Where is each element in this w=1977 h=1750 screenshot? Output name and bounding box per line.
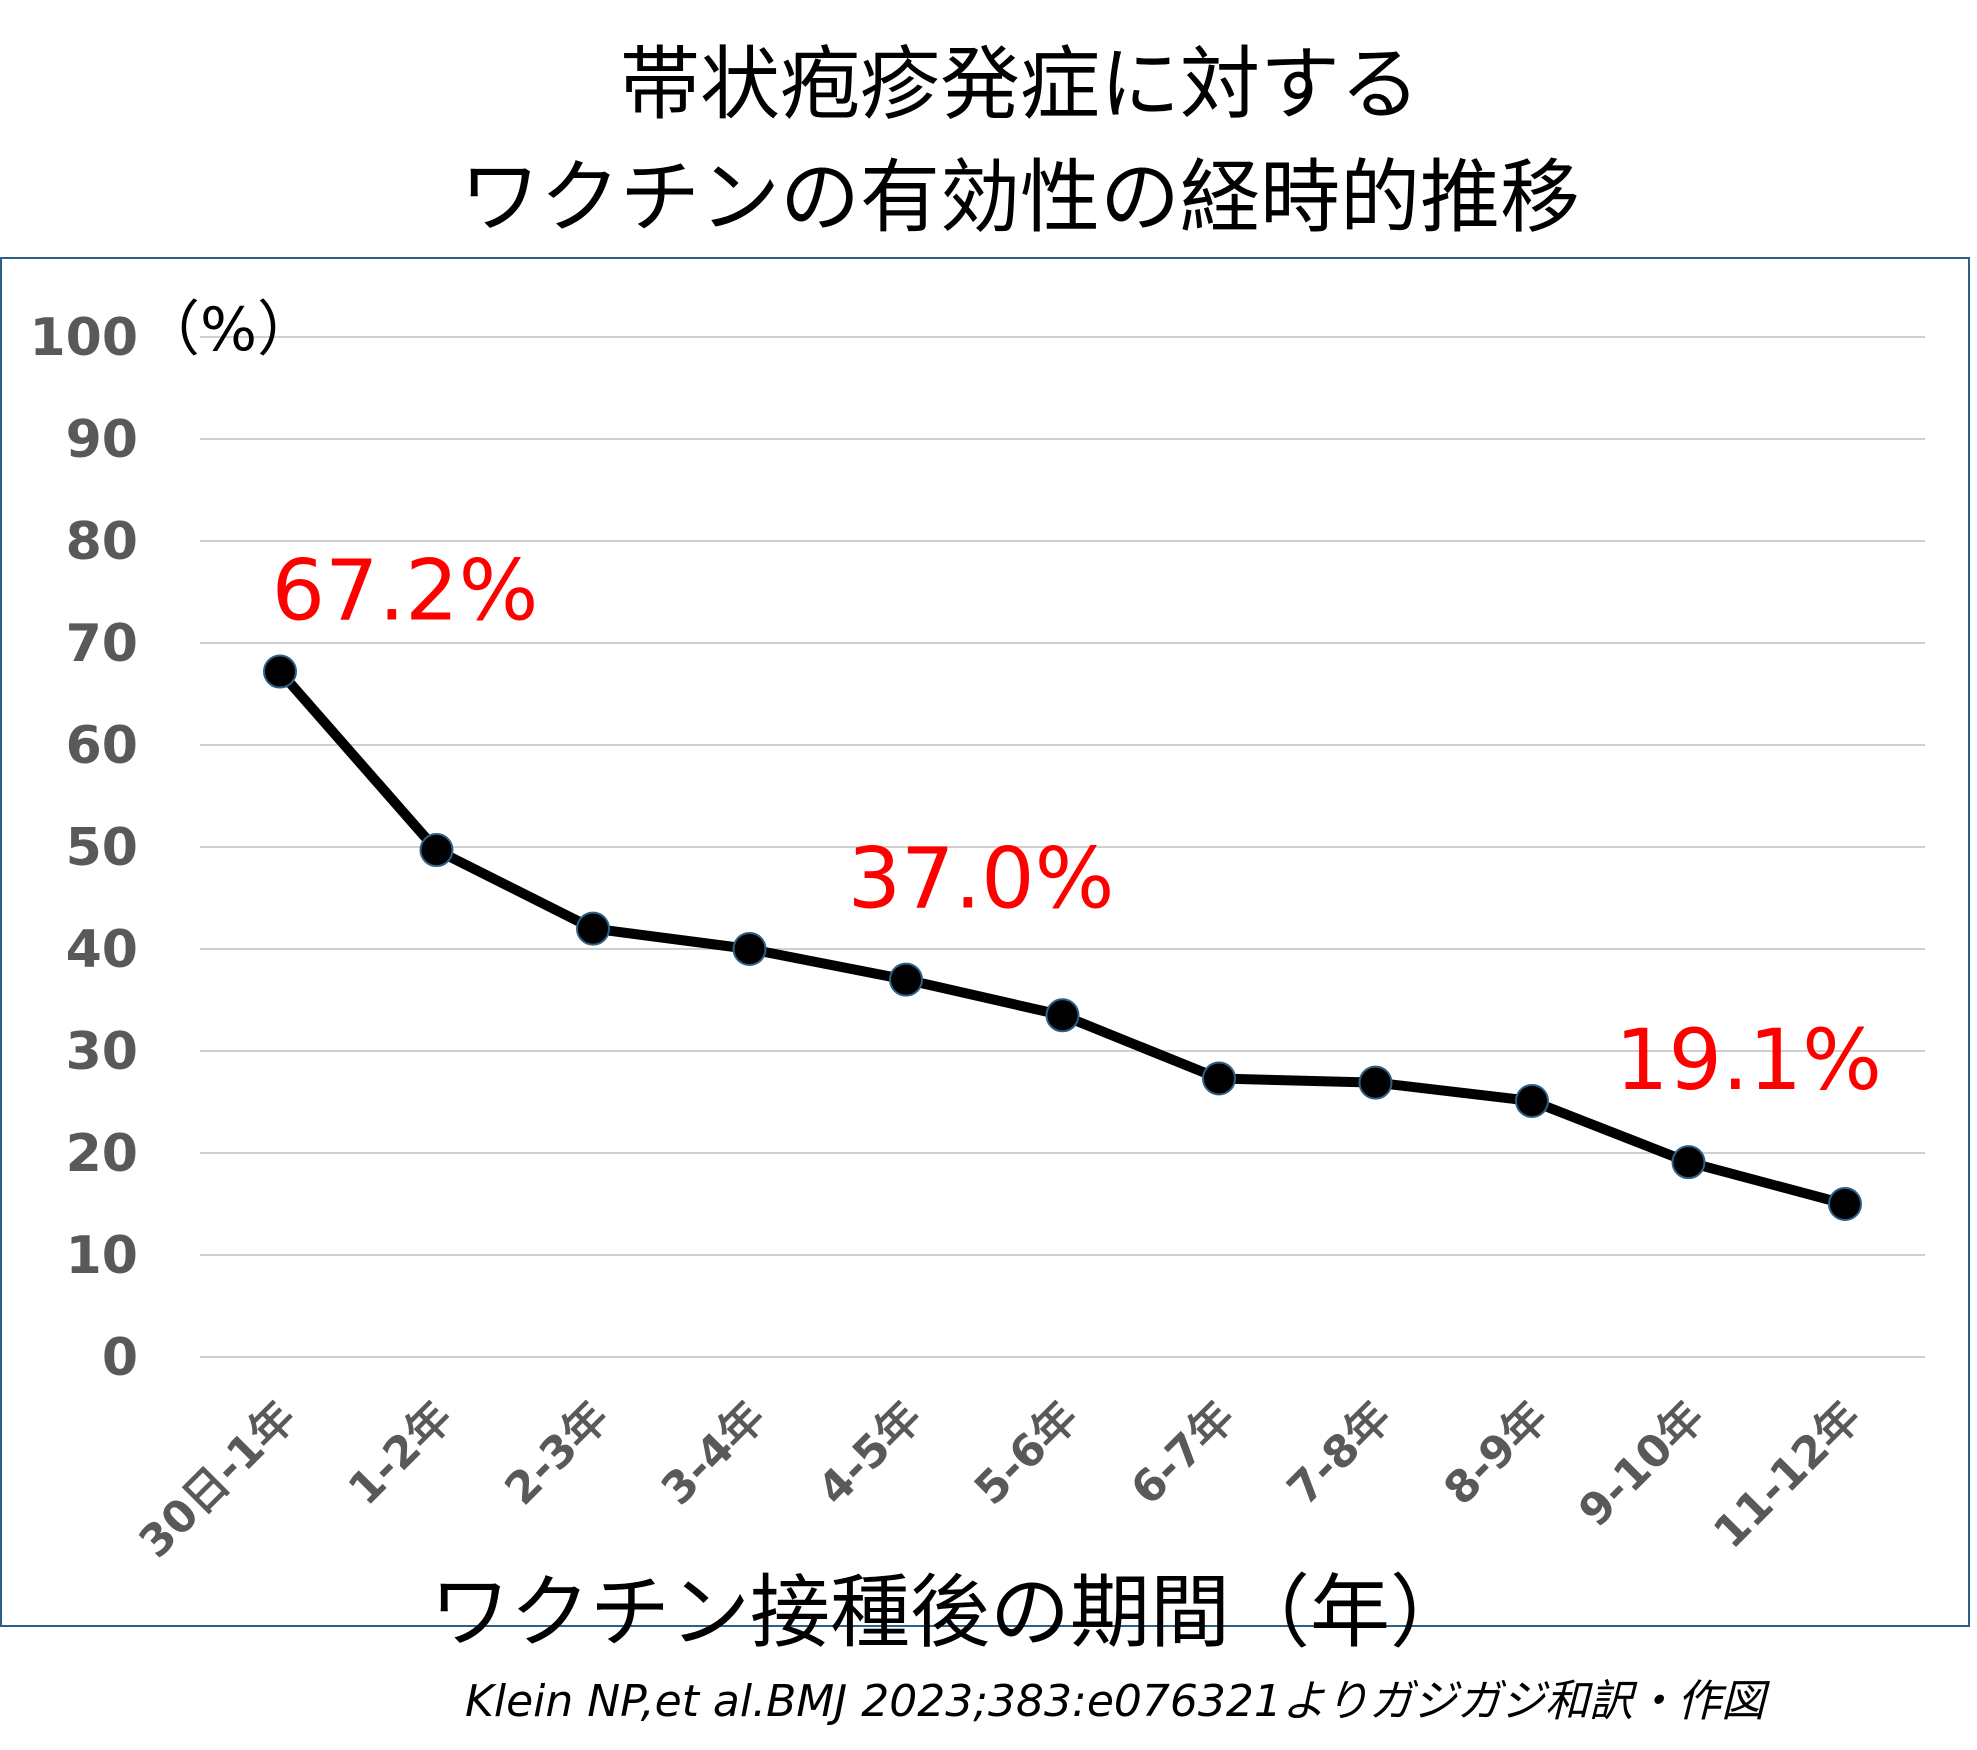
data-point-4 — [889, 962, 923, 997]
annotations: 67.2% 37.0% 19.1% — [272, 542, 1882, 1110]
gridlines — [200, 336, 1925, 1358]
x-tick-label-4: 4-5年 — [808, 1392, 931, 1515]
x-tick-label-8: 8-9年 — [1434, 1392, 1557, 1515]
data-point-3 — [732, 932, 767, 966]
y-tick-label-90: 90 — [66, 410, 138, 470]
series-line — [275, 666, 1850, 1209]
source-citation: Klein NP,et al.BMJ 2023;383:e076321よりガジガ… — [465, 1676, 1765, 1727]
x-axis-ticks: 30日-1年 1-2年 2-3年 3-4年 4-5年 5-6年 6-7年 7-8年 8-9年 9-… — [130, 1392, 1871, 1568]
data-point-9 — [1671, 1145, 1706, 1180]
y-axis-unit-label: （%） — [140, 295, 317, 365]
annotation-label-0: 67.2% — [272, 542, 539, 640]
y-tick-label-100: 100 — [29, 308, 138, 368]
data-point-10 — [1828, 1187, 1862, 1221]
x-tick-label-0: 30日-1年 — [130, 1392, 306, 1568]
x-tick-label-7: 7-8年 — [1278, 1392, 1401, 1515]
data-point-2 — [576, 911, 610, 946]
y-tick-label-50: 50 — [66, 818, 138, 878]
data-point-7 — [1358, 1065, 1393, 1100]
data-point-5 — [1045, 998, 1080, 1033]
y-tick-label-0: 0 — [102, 1328, 138, 1388]
y-tick-label-80: 80 — [66, 512, 138, 572]
x-axis-label: ワクチン接種後の期間（年） — [430, 1566, 1470, 1659]
x-tick-label-9: 9-10年 — [1569, 1392, 1714, 1537]
y-tick-label-30: 30 — [66, 1022, 138, 1082]
y-tick-label-60: 60 — [66, 716, 138, 776]
data-point-0 — [263, 654, 297, 689]
chart-title-line-1: 帯状疱疹発症に対する — [620, 38, 1420, 131]
plot-frame — [0, 257, 1970, 1627]
x-tick-label-10: 11-12年 — [1704, 1392, 1871, 1559]
data-point-1 — [419, 833, 454, 868]
x-tick-label-3: 3-4年 — [652, 1392, 775, 1515]
annotation-label-2: 19.1% — [1615, 1011, 1882, 1109]
data-points — [263, 654, 1862, 1221]
annotation-label-1: 37.0% — [848, 830, 1115, 928]
x-tick-label-2: 2-3年 — [495, 1392, 618, 1515]
chart-title-line-2: ワクチンの有効性の経時的推移 — [460, 151, 1580, 244]
x-tick-label-1: 1-2年 — [339, 1392, 462, 1515]
x-tick-label-6: 6-7年 — [1121, 1392, 1244, 1515]
data-point-8 — [1515, 1083, 1549, 1118]
y-tick-label-20: 20 — [66, 1124, 138, 1184]
y-tick-label-70: 70 — [66, 614, 138, 674]
y-tick-label-10: 10 — [66, 1226, 138, 1286]
data-point-6 — [1202, 1061, 1236, 1096]
series-line-0 — [275, 666, 1850, 1209]
x-tick-label-5: 5-6年 — [965, 1392, 1088, 1515]
y-axis-ticks: 0 10 20 30 40 50 60 70 80 90 100 — [29, 308, 138, 1388]
y-tick-label-40: 40 — [66, 920, 138, 980]
